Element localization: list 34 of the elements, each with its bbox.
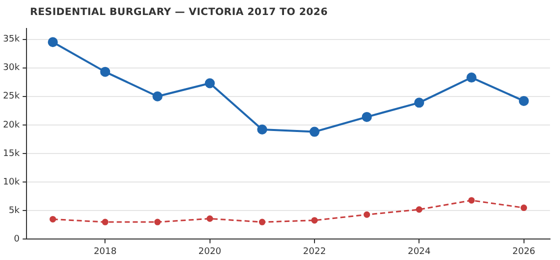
point [520, 204, 528, 212]
y-tick-label: 35k [2, 34, 20, 45]
chart-title: RESIDENTIAL BURGLARY — VICTORIA 2017 TO 2026 [30, 7, 328, 18]
point [100, 66, 110, 77]
point [466, 72, 476, 83]
point [258, 218, 266, 226]
x-tick-label: 2026 [512, 246, 536, 257]
point [311, 217, 318, 224]
point [364, 211, 370, 218]
point [414, 98, 424, 108]
point [102, 218, 108, 226]
point [416, 206, 422, 213]
point [310, 126, 320, 137]
x-tick-label: 2022 [303, 246, 326, 257]
y-tick-label: 0 [14, 234, 20, 245]
point [48, 37, 58, 48]
x-tick-label: 2024 [408, 246, 431, 257]
point [154, 218, 161, 226]
x-tick-label: 2020 [198, 246, 222, 257]
point [468, 197, 475, 204]
point [206, 215, 214, 222]
point [204, 78, 215, 88]
y-tick-label: 25k [2, 92, 20, 102]
y-tick-label: 5k [8, 206, 20, 216]
y-tick-label: 20k [2, 120, 20, 130]
point [257, 124, 268, 135]
x-tick-label: 2018 [94, 246, 117, 257]
point [362, 112, 372, 122]
point [50, 216, 56, 222]
point [152, 91, 162, 102]
y-tick-label: 15k [2, 148, 20, 159]
point [518, 96, 529, 106]
y-tick-label: 30k [2, 63, 20, 74]
y-tick-label: 10k [2, 177, 20, 188]
